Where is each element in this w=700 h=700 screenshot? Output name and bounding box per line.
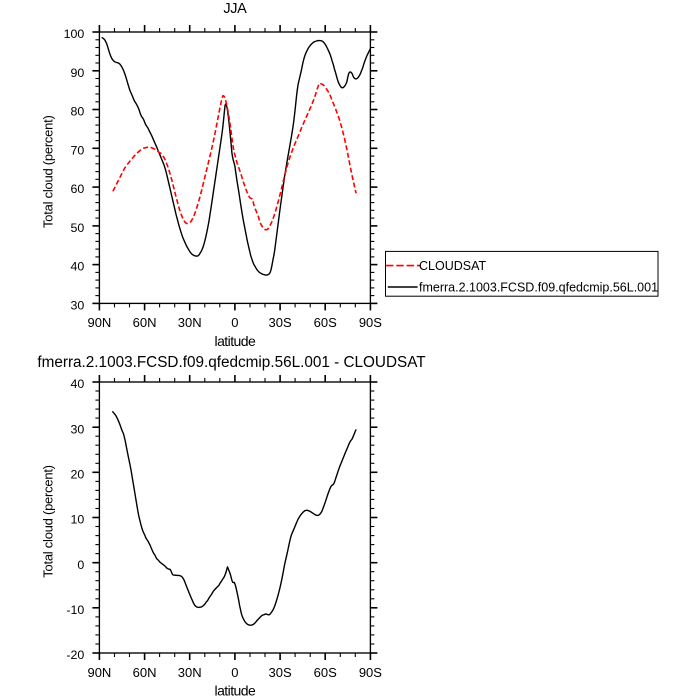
svg-text:60N: 60N (133, 315, 157, 330)
svg-text:10: 10 (71, 513, 85, 527)
svg-text:CLOUDSAT: CLOUDSAT (419, 259, 487, 273)
svg-text:20: 20 (71, 467, 85, 481)
svg-text:Total cloud (percent): Total cloud (percent) (41, 115, 56, 228)
svg-text:60: 60 (71, 182, 85, 196)
svg-text:60N: 60N (133, 665, 157, 680)
svg-text:90N: 90N (87, 665, 111, 680)
svg-text:40: 40 (71, 377, 85, 391)
svg-text:90S: 90S (359, 665, 382, 680)
svg-text:Total cloud (percent): Total cloud (percent) (41, 465, 56, 578)
svg-text:30S: 30S (269, 315, 292, 330)
svg-text:0: 0 (231, 315, 238, 330)
svg-text:60S: 60S (314, 665, 337, 680)
svg-text:80: 80 (71, 105, 85, 119)
svg-text:50: 50 (71, 221, 85, 235)
svg-text:0: 0 (77, 558, 84, 572)
svg-text:30: 30 (71, 422, 85, 436)
svg-text:90S: 90S (359, 315, 382, 330)
svg-text:70: 70 (71, 143, 85, 157)
svg-text:fmerra.2.1003.FCSD.f09.qfedcmi: fmerra.2.1003.FCSD.f09.qfedcmip.56L.001 … (37, 354, 425, 371)
svg-text:30S: 30S (269, 665, 292, 680)
svg-text:30N: 30N (178, 665, 202, 680)
svg-text:JJA: JJA (223, 1, 247, 17)
svg-text:0: 0 (231, 665, 238, 680)
svg-text:-10: -10 (66, 603, 84, 617)
svg-text:fmerra.2.1003.FCSD.f09.qfedcmi: fmerra.2.1003.FCSD.f09.qfedcmip.56L.001 (419, 280, 658, 294)
svg-text:90N: 90N (87, 315, 111, 330)
svg-text:90: 90 (71, 66, 85, 80)
svg-text:-20: -20 (66, 648, 84, 662)
svg-text:30: 30 (71, 298, 85, 312)
svg-text:latitude: latitude (215, 683, 257, 699)
svg-text:latitude: latitude (215, 333, 257, 349)
svg-text:60S: 60S (314, 315, 337, 330)
svg-text:100: 100 (64, 27, 85, 41)
svg-text:40: 40 (71, 260, 85, 274)
svg-text:30N: 30N (178, 315, 202, 330)
